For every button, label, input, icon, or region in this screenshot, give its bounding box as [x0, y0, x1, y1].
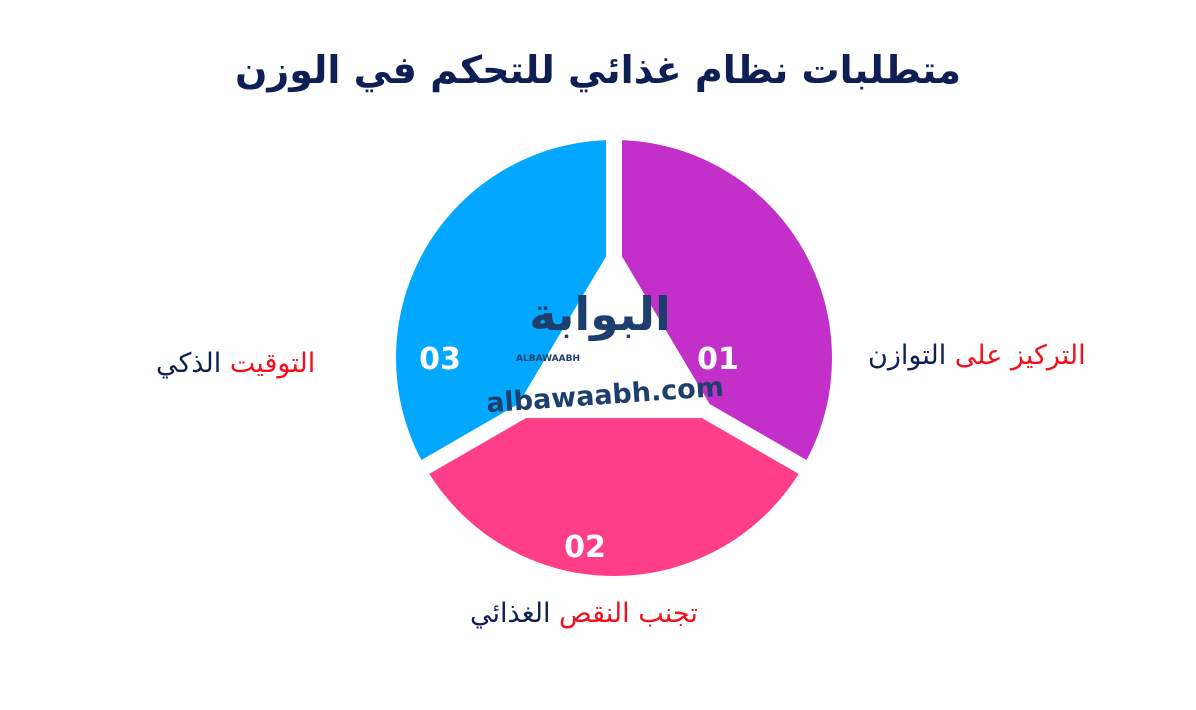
label-highlight: تجنب النقص [559, 598, 698, 629]
label-rest: التوازن [868, 340, 947, 371]
label-rest: الذكي [156, 348, 222, 379]
label-rest: الغذائي [470, 598, 551, 629]
segment-label-03: التوقيت الذكي [156, 348, 315, 379]
segment-number-01: 01 [697, 342, 739, 377]
label-highlight: التوقيت [229, 348, 316, 379]
segment-label-02: تجنب النقص الغذائي [470, 598, 698, 629]
center-triangle [510, 243, 718, 418]
page-title: متطلبات نظام غذائي للتحكم في الوزن [234, 48, 962, 92]
segment-number-02: 02 [564, 530, 606, 565]
segment-number-03: 03 [419, 342, 461, 377]
label-highlight: التركيز على [954, 340, 1086, 371]
watermark-arabic: البوابة [529, 287, 671, 341]
watermark-latin: ALBAWAABH [516, 354, 580, 364]
segment-label-01: التركيز على التوازن [868, 340, 1086, 371]
